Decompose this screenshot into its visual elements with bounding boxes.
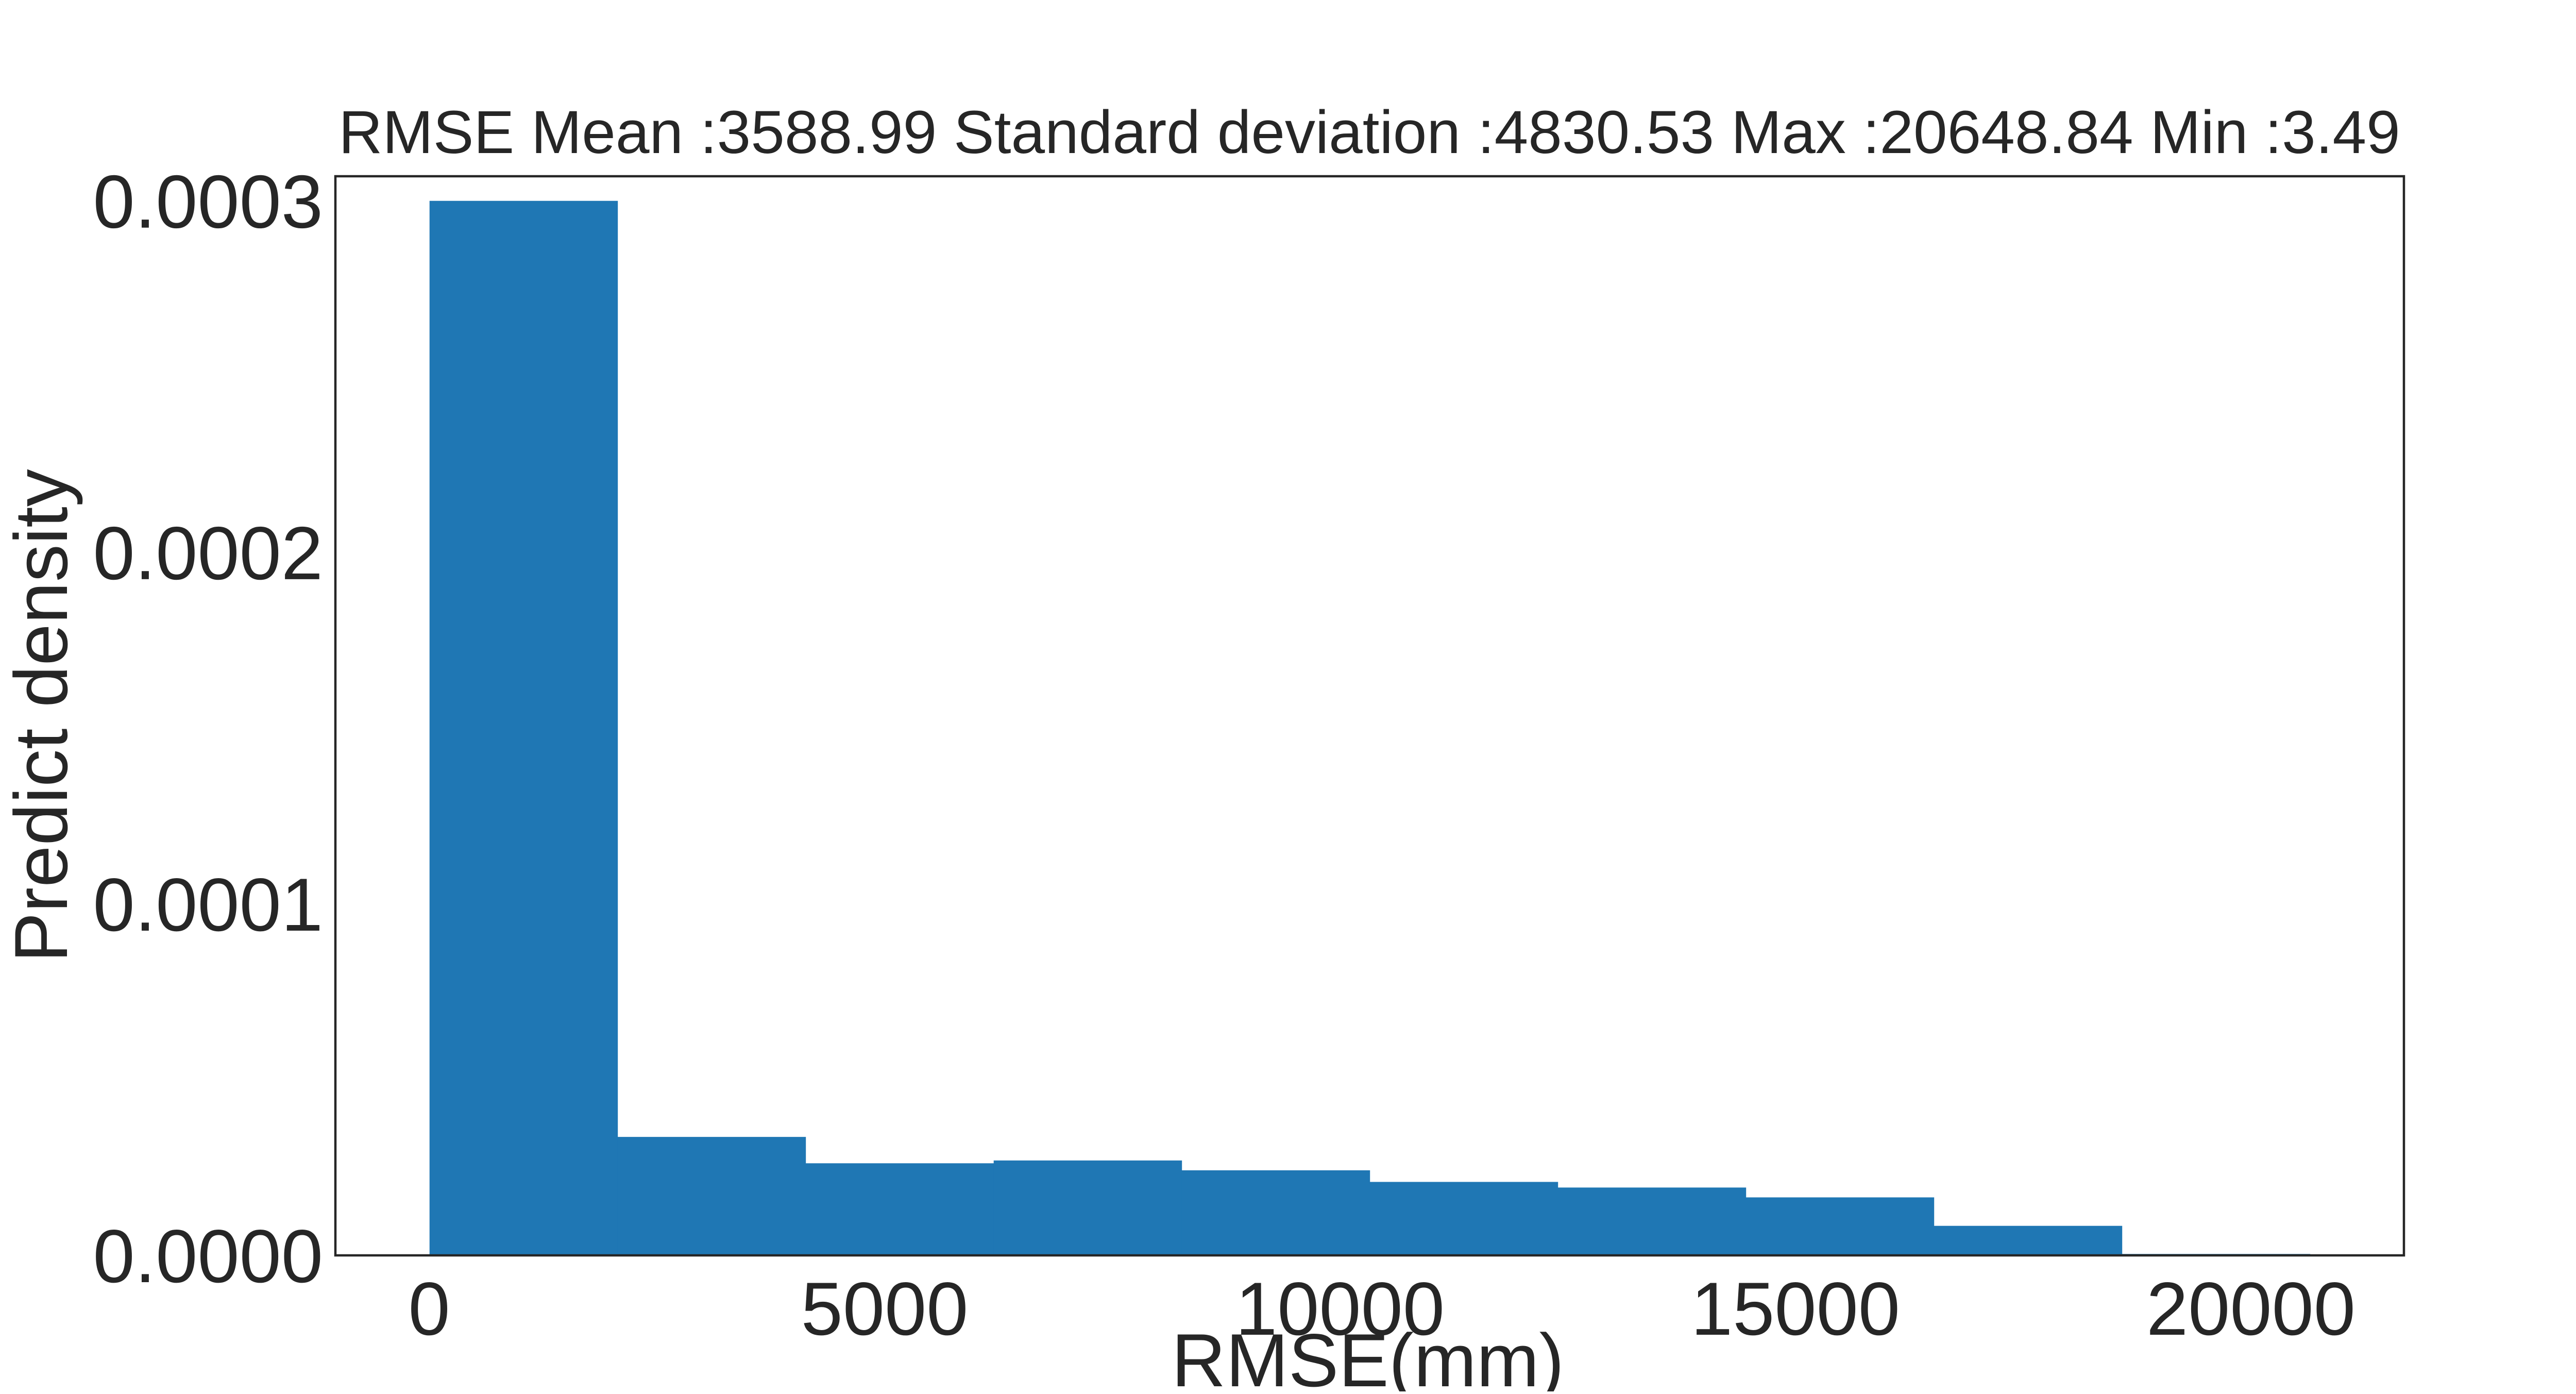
x-axis-label: RMSE(mm) <box>1172 1318 1564 1391</box>
y-tick-label: 0.0003 <box>93 160 323 244</box>
histogram-bar-8 <box>1745 1197 1935 1255</box>
histogram-bar-4 <box>993 1160 1182 1255</box>
histogram-bar-1 <box>429 200 618 1255</box>
histogram-bar-7 <box>1557 1187 1747 1255</box>
chart-title: RMSE Mean :3588.99 Standard deviation :4… <box>338 98 2400 166</box>
y-tick-label: 0.0001 <box>93 863 323 947</box>
histogram-bar-6 <box>1369 1182 1558 1255</box>
histogram-bar-5 <box>1181 1170 1370 1255</box>
y-tick-label: 0.0002 <box>93 511 323 595</box>
x-tick-label: 5000 <box>801 1267 969 1351</box>
x-axis-ticks: 0 5000 10000 15000 20000 <box>408 1267 2355 1351</box>
histogram-bar-3 <box>805 1163 994 1255</box>
histogram-bar-2 <box>617 1137 806 1255</box>
histogram-bar-9 <box>1934 1225 2123 1255</box>
x-tick-label: 15000 <box>1691 1267 1900 1351</box>
y-tick-label: 0.0000 <box>93 1214 323 1298</box>
x-tick-label: 0 <box>408 1267 450 1351</box>
plot-frame <box>334 175 2405 1257</box>
y-axis-label: Predict density <box>0 469 83 963</box>
y-axis-ticks: 0.0000 0.0001 0.0002 0.0003 <box>93 160 323 1298</box>
x-tick-label: 10000 <box>1235 1267 1445 1351</box>
x-tick-label: 20000 <box>2146 1267 2355 1351</box>
histogram-bars <box>429 200 2311 1255</box>
